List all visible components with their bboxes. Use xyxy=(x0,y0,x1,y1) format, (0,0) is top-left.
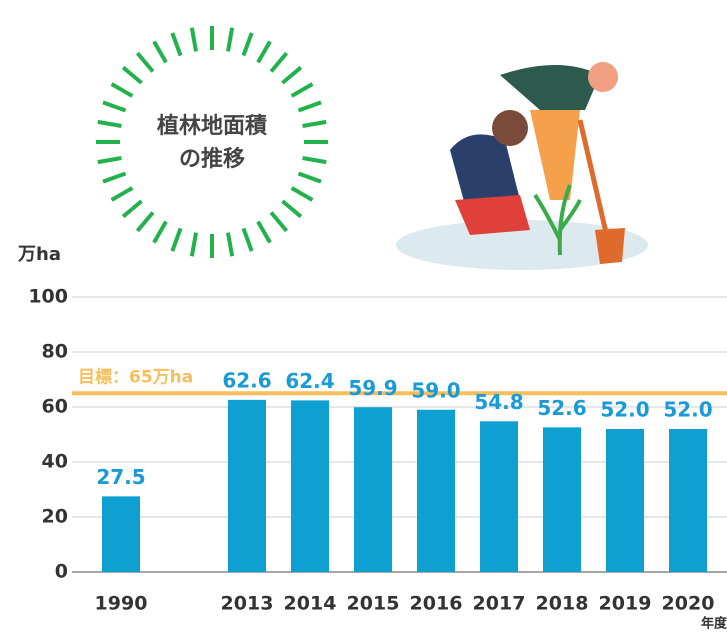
sun-ray xyxy=(258,42,270,63)
y-tick-label: 80 xyxy=(42,341,68,363)
sun-ray xyxy=(137,53,152,71)
bar xyxy=(417,410,455,572)
sun-ray xyxy=(292,84,313,96)
person-hair xyxy=(492,110,528,146)
bar xyxy=(480,421,518,572)
x-tick-label: 2020 xyxy=(662,593,715,615)
sun-ray xyxy=(192,28,196,52)
sun-ray xyxy=(154,42,166,63)
bar xyxy=(291,400,329,572)
value-label: 62.4 xyxy=(285,369,334,393)
x-tick-label: 2017 xyxy=(473,593,526,615)
sun-ray xyxy=(271,212,286,230)
sun-ray xyxy=(282,201,300,216)
page: 植林地面積 の推移 万ha 年度 0 20 40 60 80 100 目標：65万ha 199… xyxy=(0,0,727,632)
person-pants xyxy=(530,110,580,200)
value-label: 52.6 xyxy=(537,396,586,420)
bar xyxy=(606,429,644,572)
sun-ray xyxy=(192,233,196,257)
x-tick-label: 1990 xyxy=(95,593,148,615)
sun-ray xyxy=(271,53,286,71)
sun-ray xyxy=(123,201,141,216)
sun-ray xyxy=(98,122,122,126)
value-label: 52.0 xyxy=(600,398,649,422)
x-axis-unit: 年度 xyxy=(701,616,727,632)
bar xyxy=(228,400,266,572)
bar xyxy=(102,496,140,572)
y-tick-label: 100 xyxy=(28,286,68,308)
bar xyxy=(669,429,707,572)
sun-ray xyxy=(228,233,232,257)
title-badge xyxy=(96,26,328,258)
sun-ray xyxy=(298,173,321,181)
sun-ray xyxy=(103,102,126,110)
shovel-blade xyxy=(595,228,625,264)
value-label: 62.6 xyxy=(222,368,271,392)
y-tick-label: 40 xyxy=(42,451,68,473)
x-tick-label: 2016 xyxy=(410,593,463,615)
sun-ray xyxy=(172,228,180,251)
sun-ray xyxy=(98,158,122,162)
person-shirt xyxy=(500,65,600,110)
x-tick-label: 2013 xyxy=(221,593,274,615)
person-head xyxy=(588,62,618,92)
y-tick-label: 0 xyxy=(55,561,68,583)
y-axis-unit: 万ha xyxy=(17,244,61,265)
illustration xyxy=(396,62,648,270)
sun-ray xyxy=(303,122,327,126)
x-tick-label: 2018 xyxy=(536,593,589,615)
target-label: 目標：65万ha xyxy=(78,366,193,387)
value-label: 59.0 xyxy=(411,378,460,402)
sun-ray xyxy=(282,67,300,82)
x-tick-label: 2015 xyxy=(347,593,400,615)
sun-ray xyxy=(258,222,270,243)
sun-ray xyxy=(298,102,321,110)
value-label: 52.0 xyxy=(663,398,712,422)
sun-ray xyxy=(112,188,133,200)
bar xyxy=(543,427,581,572)
chart-title: 植林地面積 xyxy=(157,113,268,139)
sun-ray xyxy=(154,222,166,243)
sun-ray xyxy=(303,158,327,162)
sun-ray xyxy=(112,84,133,96)
sun-ray xyxy=(123,67,141,82)
sun-ray xyxy=(292,188,313,200)
x-tick-label: 2019 xyxy=(599,593,652,615)
value-label: 27.5 xyxy=(96,465,145,489)
x-tick-label: 2014 xyxy=(284,593,337,615)
sun-ray xyxy=(228,28,232,52)
bar xyxy=(354,407,392,572)
sun-ray xyxy=(243,228,251,251)
value-label: 59.9 xyxy=(348,376,397,400)
chart-title: の推移 xyxy=(179,146,245,172)
sun-ray xyxy=(103,173,126,181)
value-label: 54.8 xyxy=(474,390,523,414)
sun-ray xyxy=(172,33,180,56)
sun-ray xyxy=(137,212,152,230)
sun-ray xyxy=(243,33,251,56)
y-tick-label: 20 xyxy=(42,506,68,528)
y-tick-label: 60 xyxy=(42,396,68,418)
chart: 植林地面積 の推移 万ha 年度 0 20 40 60 80 100 目標：65万ha 199… xyxy=(0,0,727,632)
